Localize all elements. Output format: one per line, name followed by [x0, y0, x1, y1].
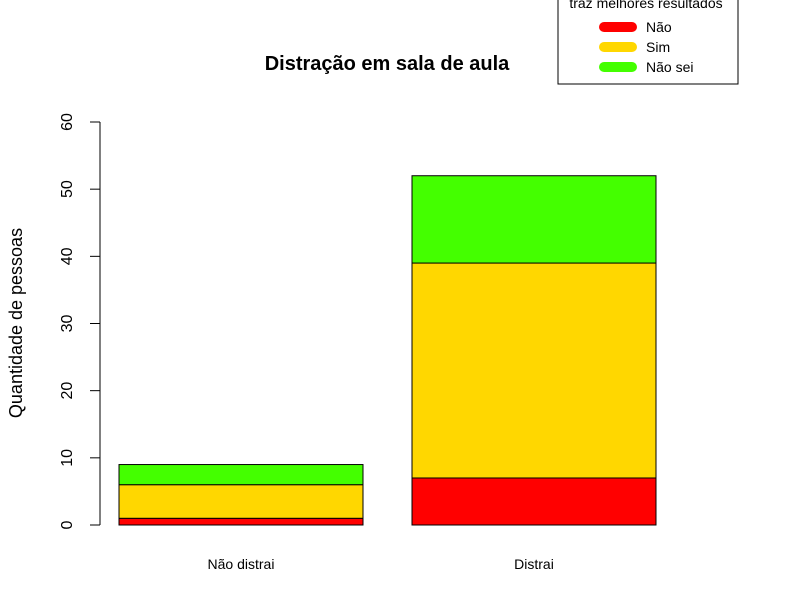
chart-title: Distração em sala de aula: [265, 53, 510, 75]
legend-title: traz melhores resultados: [569, 0, 722, 11]
legend-items: Não Sim Não sei: [599, 19, 693, 75]
bar-segment-2-2: [411, 262, 657, 479]
legend-label-2: Sim: [646, 39, 670, 55]
y-tick-label: 60: [59, 113, 76, 131]
bar-segment-2-1: [411, 477, 657, 526]
category-label: Distrai: [514, 556, 554, 572]
legend: traz melhores resultados Não Sim Não sei: [557, 0, 739, 85]
y-axis-label: Quantidade de pessoas: [6, 228, 26, 418]
y-tick-label: 10: [59, 449, 76, 467]
y-axis: 0 10 20 30 40 50 60: [59, 113, 101, 529]
y-tick-label: 30: [59, 315, 76, 333]
legend-label-1: Não: [646, 19, 672, 35]
bar-segment-2-3: [411, 175, 657, 264]
legend-box: [557, 0, 739, 85]
y-tick-label: 50: [59, 180, 76, 198]
bar-segment-1-3: [118, 464, 364, 486]
bar-segment-1-2: [118, 484, 364, 519]
y-tick-label: 20: [59, 382, 76, 400]
bars-group: [118, 175, 657, 526]
y-tick-label: 40: [59, 247, 76, 265]
category-labels: Não distrai Distrai: [208, 556, 554, 572]
bar-segment-1-1: [118, 517, 364, 526]
y-tick-label: 0: [59, 520, 76, 529]
category-label: Não distrai: [208, 556, 275, 572]
legend-label-3: Não sei: [646, 59, 693, 75]
